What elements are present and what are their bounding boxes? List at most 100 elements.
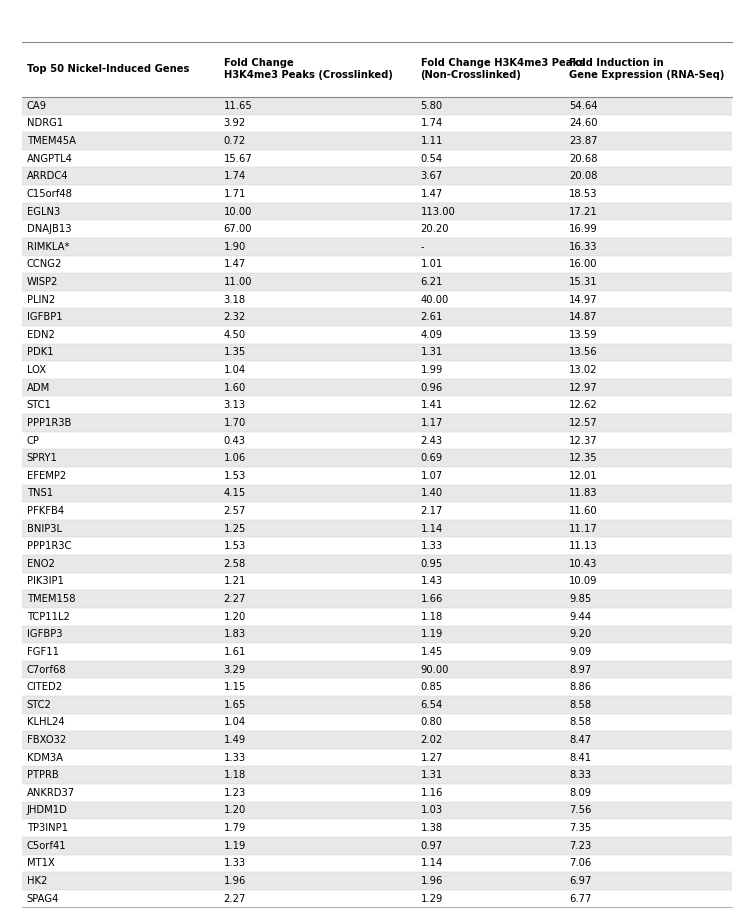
Text: 13.02: 13.02 (569, 365, 597, 375)
Text: KLHL24: KLHL24 (27, 717, 65, 727)
Bar (22, 520, 732, 538)
Bar (22, 748, 732, 766)
Text: 1.31: 1.31 (421, 771, 443, 780)
Text: 8.41: 8.41 (569, 753, 591, 762)
Bar (22, 361, 732, 379)
Text: 8.97: 8.97 (569, 664, 591, 675)
Text: 11.65: 11.65 (224, 101, 253, 111)
Text: 15.31: 15.31 (569, 277, 598, 287)
Text: 2.17: 2.17 (421, 506, 443, 516)
Text: 11.83: 11.83 (569, 489, 597, 498)
Text: STC2: STC2 (27, 699, 51, 710)
Bar (22, 484, 732, 503)
Bar (22, 97, 732, 115)
Text: 3.29: 3.29 (224, 664, 246, 675)
Bar (22, 661, 732, 678)
Text: ANGPTL4: ANGPTL4 (27, 153, 73, 164)
Bar (22, 696, 732, 713)
Text: 11.60: 11.60 (569, 506, 598, 516)
Text: 12.35: 12.35 (569, 453, 598, 463)
Text: PLIN2: PLIN2 (27, 295, 55, 305)
Bar (22, 309, 732, 326)
Text: 6.54: 6.54 (421, 699, 443, 710)
Bar (22, 467, 732, 484)
Text: 1.07: 1.07 (421, 470, 443, 480)
Text: 1.20: 1.20 (224, 806, 246, 816)
Bar (22, 820, 732, 837)
Text: 8.47: 8.47 (569, 735, 591, 745)
Text: 1.18: 1.18 (421, 612, 443, 622)
Text: 113.00: 113.00 (421, 207, 455, 216)
Text: 1.19: 1.19 (224, 841, 246, 851)
Text: 24.60: 24.60 (569, 118, 597, 128)
Bar (22, 274, 732, 291)
Text: 2.27: 2.27 (224, 594, 246, 604)
Text: 2.43: 2.43 (421, 435, 443, 445)
Text: 3.18: 3.18 (224, 295, 246, 305)
Bar (22, 379, 732, 396)
Text: 4.50: 4.50 (224, 330, 246, 340)
Text: 54.64: 54.64 (569, 101, 597, 111)
Bar (22, 626, 732, 643)
Text: Fold Change
H3K4me3 Peaks (Crosslinked): Fold Change H3K4me3 Peaks (Crosslinked) (224, 58, 392, 80)
Bar (22, 573, 732, 590)
Text: 8.09: 8.09 (569, 788, 591, 797)
Text: 7.23: 7.23 (569, 841, 591, 851)
Text: FBXO32: FBXO32 (27, 735, 66, 745)
Bar (22, 855, 732, 872)
Text: 1.14: 1.14 (421, 858, 443, 869)
Bar (22, 202, 732, 220)
Text: NDRG1: NDRG1 (27, 118, 63, 128)
Text: 0.96: 0.96 (421, 383, 443, 393)
Text: 7.56: 7.56 (569, 806, 591, 816)
Text: 1.04: 1.04 (224, 717, 246, 727)
Text: 5.80: 5.80 (421, 101, 443, 111)
Text: 8.33: 8.33 (569, 771, 591, 780)
Text: 67.00: 67.00 (224, 225, 252, 234)
Text: HK2: HK2 (27, 876, 47, 886)
Text: 0.95: 0.95 (421, 559, 443, 569)
Text: PPP1R3C: PPP1R3C (27, 541, 71, 552)
Text: 1.90: 1.90 (224, 242, 246, 251)
Bar (22, 802, 732, 820)
Text: TCP11L2: TCP11L2 (27, 612, 70, 622)
Text: 1.04: 1.04 (224, 365, 246, 375)
Text: 1.14: 1.14 (421, 524, 443, 534)
Text: 10.09: 10.09 (569, 577, 597, 587)
Text: 18.53: 18.53 (569, 188, 597, 199)
Bar (22, 608, 732, 626)
Text: 2.61: 2.61 (421, 312, 443, 322)
Text: C7orf68: C7orf68 (27, 664, 66, 675)
Text: Fold Change H3K4me3 Peaks
(Non-Crosslinked): Fold Change H3K4me3 Peaks (Non-Crosslink… (421, 58, 585, 80)
Bar (22, 837, 732, 855)
Text: 1.53: 1.53 (224, 470, 246, 480)
Text: 1.33: 1.33 (224, 858, 246, 869)
Bar (22, 432, 732, 449)
Bar (22, 220, 732, 238)
Bar (22, 555, 732, 573)
Text: 40.00: 40.00 (421, 295, 449, 305)
Text: 1.21: 1.21 (224, 577, 246, 587)
Text: 16.99: 16.99 (569, 225, 598, 234)
Bar (22, 678, 732, 696)
Text: 1.31: 1.31 (421, 347, 443, 358)
Text: 13.59: 13.59 (569, 330, 598, 340)
Text: 1.70: 1.70 (224, 418, 246, 428)
Text: 20.08: 20.08 (569, 171, 597, 181)
Text: 1.38: 1.38 (421, 823, 443, 833)
Text: 12.57: 12.57 (569, 418, 598, 428)
Text: 90.00: 90.00 (421, 664, 449, 675)
Text: 9.85: 9.85 (569, 594, 591, 604)
Bar (22, 449, 732, 467)
Text: 17.21: 17.21 (569, 207, 598, 216)
Bar (22, 872, 732, 890)
Text: 1.16: 1.16 (421, 788, 443, 797)
Text: 1.53: 1.53 (224, 541, 246, 552)
Text: 1.17: 1.17 (421, 418, 443, 428)
Bar (22, 766, 732, 784)
Text: EDN2: EDN2 (27, 330, 55, 340)
Text: 1.27: 1.27 (421, 753, 443, 762)
Text: 20.68: 20.68 (569, 153, 597, 164)
Text: 2.57: 2.57 (224, 506, 246, 516)
Text: BNIP3L: BNIP3L (27, 524, 62, 534)
